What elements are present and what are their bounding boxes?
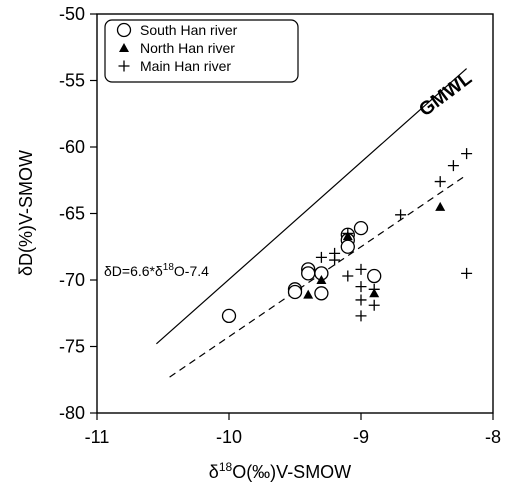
- legend-entry-label: South Han river: [140, 22, 238, 38]
- circle-point: [340, 239, 355, 254]
- regression-equation-label: δD=6.6*δ18O-7.4: [104, 262, 209, 279]
- triangle-point: [303, 289, 314, 299]
- GMWL-line: [156, 68, 467, 345]
- legend-entry-label: Main Han river: [140, 58, 231, 74]
- circle-point: [314, 286, 329, 301]
- plus-point: [355, 310, 367, 322]
- plus-point: [461, 267, 473, 279]
- y-tick-label: -70: [59, 270, 85, 290]
- triangle-point: [316, 275, 327, 284]
- x-axis-label: δ18O(‰)V-SMOW: [209, 460, 351, 482]
- plus-point: [368, 299, 380, 311]
- plus-point: [461, 148, 473, 160]
- x-tick-label: -11: [85, 427, 110, 447]
- data-markers: [221, 148, 473, 324]
- plus-point: [434, 176, 446, 188]
- plus-point: [355, 263, 367, 275]
- plus-point: [342, 270, 354, 282]
- legend-plus-symbol: [118, 60, 130, 72]
- plus-point: [329, 247, 341, 259]
- y-tick-label: -50: [59, 4, 85, 24]
- plus-point: [355, 281, 367, 293]
- y-axis-ticks: -80 -75 -70 -65 -60 -55 -50: [59, 4, 97, 423]
- y-axis-label: δD(%)V-SMOW: [16, 150, 36, 276]
- plus-point: [355, 294, 367, 306]
- series-plus: [315, 148, 473, 322]
- legend-entry-label: North Han river: [140, 40, 235, 56]
- circle-point: [301, 266, 316, 281]
- y-tick-label: -55: [59, 71, 85, 91]
- triangle-point: [435, 201, 446, 211]
- legend: South Han river North Han river Main Han r…: [104, 19, 299, 83]
- y-tick-label: -75: [59, 337, 85, 357]
- y-tick-label: -65: [59, 204, 85, 224]
- legend-circle-symbol: [116, 22, 132, 38]
- circle-point: [353, 220, 369, 236]
- gmwl-line-label: GMWL: [415, 68, 476, 121]
- legend-triangle-symbol: [119, 43, 129, 52]
- series-circle: [221, 220, 382, 324]
- circle-point: [367, 268, 382, 284]
- circle-point: [287, 284, 303, 300]
- x-tick-label: -10: [216, 427, 242, 447]
- reference-lines: [156, 68, 467, 378]
- circle-point: [221, 308, 237, 324]
- plus-point: [368, 283, 380, 295]
- plus-point: [315, 251, 327, 263]
- y-tick-label: -80: [59, 403, 85, 423]
- x-tick-label: -9: [353, 427, 369, 447]
- plus-point: [342, 227, 354, 239]
- x-tick-label: -8: [485, 427, 501, 447]
- plus-point: [395, 209, 407, 221]
- y-tick-label: -60: [59, 137, 85, 157]
- legend-box: [104, 19, 299, 83]
- plus-point: [447, 160, 459, 172]
- x-axis-ticks: -11 -10 -9 -8: [85, 413, 501, 447]
